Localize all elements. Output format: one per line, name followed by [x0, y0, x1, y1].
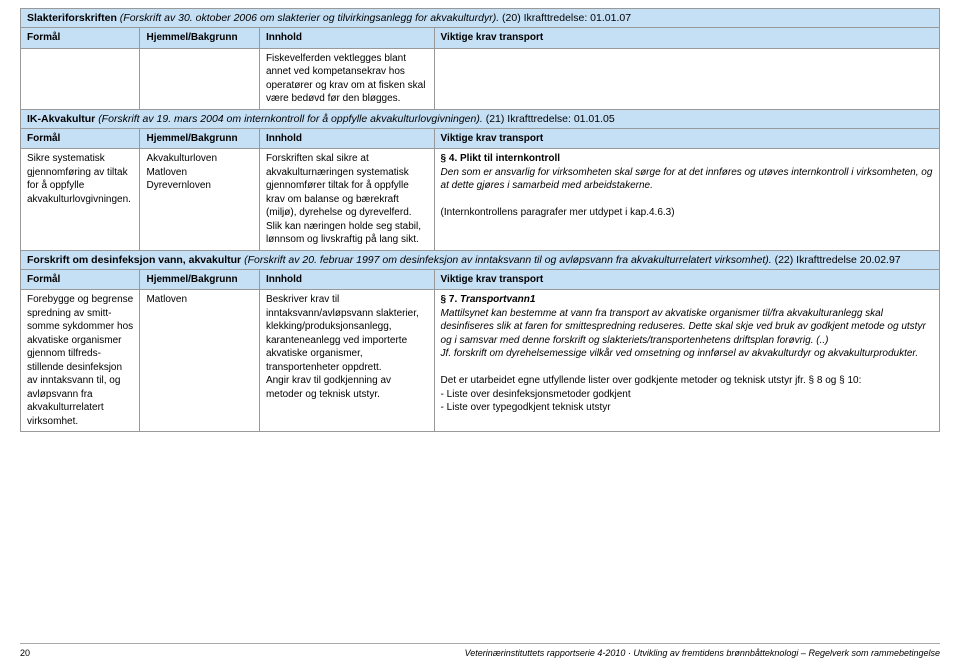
section2-table: Formål Hjemmel/Bakgrunn Innhold Viktige … [20, 128, 940, 251]
cell-innhold: Beskriver krav til inntaksvann/avløpsvan… [259, 290, 434, 432]
cell-formal [21, 48, 140, 109]
col-header-hjemmel: Hjemmel/Bakgrunn [140, 128, 259, 149]
section3-title-suffix: (22) Ikrafttredelse 20.02.97 [775, 254, 901, 266]
col-header-formal: Formål [21, 28, 140, 49]
col-header-innhold: Innhold [259, 128, 434, 149]
para-label: § 7. [441, 294, 458, 305]
section1-title-prefix: Slakteriforskriften [27, 12, 117, 24]
section1-title: Slakteriforskriften (Forskrift av 30. ok… [20, 8, 940, 27]
para-label: § 4. [441, 153, 458, 164]
cell-hjemmel: Akvakulturloven Matloven Dyrevernloven [140, 149, 259, 251]
section3-table: Formål Hjemmel/Bakgrunn Innhold Viktige … [20, 269, 940, 433]
cell-formal: Sikre systematisk gjennomføring av tilta… [21, 149, 140, 251]
section3-title: Forskrift om desinfeksjon vann, akvakult… [20, 251, 940, 269]
cell-innhold: Forskriften skal sikre at akvakulturnæri… [259, 149, 434, 251]
section1-title-italic: (Forskrift av 30. oktober 2006 om slakte… [120, 12, 499, 24]
section2-title-prefix: IK-Akvakultur [27, 113, 95, 125]
page-footer: 20 Veterinærinstituttets rapportserie 4-… [20, 643, 940, 658]
footer-source: Veterinærinstituttets rapportserie 4-201… [465, 648, 940, 658]
para-body1b: Jf. forskrift om dyrehelsemessige vilkår… [441, 348, 919, 359]
section2-title-italic: (Forskrift av 19. mars 2004 om internkon… [98, 113, 483, 125]
col-header-innhold: Innhold [259, 269, 434, 290]
cell-krav: § 7. Transportvann1 Mattilsynet kan best… [434, 290, 939, 432]
col-header-innhold: Innhold [259, 28, 434, 49]
section2-title: IK-Akvakultur (Forskrift av 19. mars 200… [20, 110, 940, 128]
para-body2: Det er utarbeidet egne utfyllende lister… [441, 375, 862, 386]
section2-title-suffix: (21) Ikrafttredelse: 01.01.05 [486, 113, 615, 125]
para-heading: Plikt til internkontroll [460, 153, 560, 164]
cell-krav [434, 48, 939, 109]
col-header-krav: Viktige krav transport [434, 28, 939, 49]
col-header-formal: Formål [21, 269, 140, 290]
para-list1: - Liste over desinfeksjonsmetoder godkje… [441, 389, 631, 400]
cell-innhold: Fiskevelferden vekt­legges blant annet v… [259, 48, 434, 109]
table-row: Forebygge og begrense spre­dning av smit… [21, 290, 940, 432]
page-number: 20 [20, 648, 30, 658]
para-heading: Transportvann1 [460, 294, 535, 305]
col-header-krav: Viktige krav transport [434, 128, 939, 149]
table-header-row: Formål Hjemmel/Bakgrunn Innhold Viktige … [21, 128, 940, 149]
section3-title-prefix: Forskrift om desinfeksjon vann, akvakult… [27, 254, 241, 266]
col-header-formal: Formål [21, 128, 140, 149]
para-body1: Den som er ansvarlig for virksomheten sk… [441, 167, 933, 192]
section3-title-italic: (Forskrift av 20. februar 1997 om desinf… [244, 254, 772, 266]
table-header-row: Formål Hjemmel/Bakgrunn Innhold Viktige … [21, 269, 940, 290]
table-row: Fiskevelferden vekt­legges blant annet v… [21, 48, 940, 109]
col-header-hjemmel: Hjemmel/Bakgrunn [140, 28, 259, 49]
col-header-hjemmel: Hjemmel/Bakgrunn [140, 269, 259, 290]
table-row: Sikre systematisk gjennomføring av tilta… [21, 149, 940, 251]
section1-title-suffix: (20) Ikrafttredelse: 01.01.07 [502, 12, 631, 24]
col-header-krav: Viktige krav transport [434, 269, 939, 290]
para-body1a: Mattilsynet kan bestemme at vann fra tra… [441, 308, 926, 346]
section1-table: Formål Hjemmel/Bakgrunn Innhold Viktige … [20, 27, 940, 110]
cell-formal: Forebygge og begrense spre­dning av smit… [21, 290, 140, 432]
para-list2: - Liste over typegodkjent teknisk utstyr [441, 402, 611, 413]
para-body2: (Internkontrollens paragrafer mer utdype… [441, 207, 675, 218]
cell-hjemmel: Matloven [140, 290, 259, 432]
cell-krav: § 4. Plikt til internkontroll Den som er… [434, 149, 939, 251]
table-header-row: Formål Hjemmel/Bakgrunn Innhold Viktige … [21, 28, 940, 49]
cell-hjemmel [140, 48, 259, 109]
